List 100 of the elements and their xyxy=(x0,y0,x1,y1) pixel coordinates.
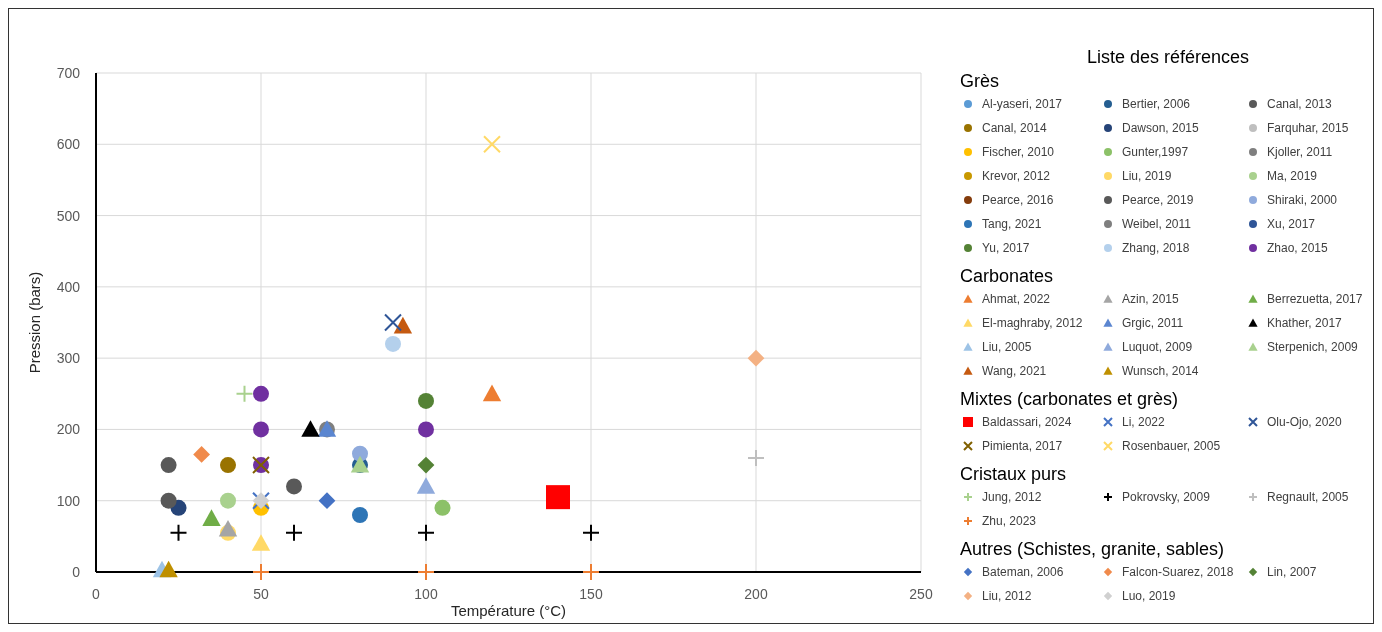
point xyxy=(582,523,600,542)
point xyxy=(285,523,303,542)
point xyxy=(253,385,269,402)
point xyxy=(220,457,236,474)
point xyxy=(352,445,368,462)
y-tick-label: 0 xyxy=(72,564,81,580)
point xyxy=(202,509,221,526)
legend-label: Wang, 2021 xyxy=(982,364,1047,378)
legend-label: Fischer, 2010 xyxy=(982,145,1055,159)
point xyxy=(416,477,436,494)
legend-label: Zhu, 2023 xyxy=(982,514,1037,528)
legend-label: Farquhar, 2015 xyxy=(1267,121,1349,135)
legend-title: Liste des références xyxy=(1086,47,1250,67)
point xyxy=(418,421,434,438)
legend-label: Berrezuetta, 2017 xyxy=(1267,292,1363,306)
legend-label: Pearce, 2016 xyxy=(982,193,1054,207)
legend-label: Luquot, 2009 xyxy=(1122,340,1193,354)
legend-label: Yu, 2017 xyxy=(982,241,1030,255)
legend-label: Bertier, 2006 xyxy=(1122,97,1191,111)
y-tick-label: 100 xyxy=(56,492,81,509)
x-axis-title: Température (°C) xyxy=(450,602,567,619)
y-tick-label: 600 xyxy=(56,136,81,153)
y-tick-label: 700 xyxy=(56,65,81,81)
x-tick-label: 0 xyxy=(92,586,101,602)
text: Autres (Schistes, granite, sables) xyxy=(960,539,1225,559)
legend-label: Baldassari, 2024 xyxy=(982,415,1072,429)
point xyxy=(159,560,178,578)
x-tick-label: 250 xyxy=(909,586,933,602)
legend-label: Azin, 2015 xyxy=(1122,292,1180,306)
legend-label: Ma, 2019 xyxy=(1267,169,1318,183)
legend-label: Al-yaseri, 2017 xyxy=(982,97,1063,111)
legend-label: Luo, 2019 xyxy=(1122,589,1176,603)
legend-label: Liu, 2012 xyxy=(982,589,1032,603)
legend-label: Krevor, 2012 xyxy=(982,169,1051,183)
legend-label: Falcon-Suarez, 2018 xyxy=(1122,565,1234,579)
legend-label: Khather, 2017 xyxy=(1267,316,1343,330)
point xyxy=(546,485,570,510)
x-tick-label: 150 xyxy=(579,586,603,602)
point xyxy=(747,448,765,467)
legend-label: El-maghraby, 2012 xyxy=(982,316,1083,330)
legend-label: Olu-Ojo, 2020 xyxy=(1267,415,1343,429)
text: Grès xyxy=(960,71,1000,91)
y-tick-label: 400 xyxy=(56,278,81,295)
text: Mixtes (carbonates et grès) xyxy=(960,389,1179,409)
y-tick-label: 500 xyxy=(56,207,81,224)
point xyxy=(385,335,401,352)
legend-label: Liu, 2005 xyxy=(982,340,1032,354)
point xyxy=(218,520,238,537)
point xyxy=(301,420,320,437)
point xyxy=(252,563,270,581)
legend-label: Pokrovsky, 2009 xyxy=(1122,490,1211,504)
legend-label: Weibel, 2011 xyxy=(1122,217,1192,231)
point xyxy=(747,349,765,367)
x-tick-label: 100 xyxy=(414,586,438,602)
legend-label: Jung, 2012 xyxy=(982,490,1042,504)
legend-label: Shiraki, 2000 xyxy=(1267,193,1338,207)
point xyxy=(483,135,501,154)
legend-label: Zhang, 2018 xyxy=(1122,241,1190,255)
point xyxy=(160,492,177,509)
point xyxy=(251,534,271,551)
point xyxy=(160,457,177,474)
legend-label: Liu, 2019 xyxy=(1122,169,1172,183)
point xyxy=(417,523,435,542)
text: Carbonates xyxy=(960,266,1054,286)
point xyxy=(417,456,435,474)
y-tick-label: 300 xyxy=(56,350,81,367)
legend-label: Pimienta, 2017 xyxy=(982,439,1063,453)
legend-label: Lin, 2007 xyxy=(1267,565,1317,579)
legend-label: Pearce, 2019 xyxy=(1122,193,1194,207)
x-tick-label: 200 xyxy=(744,586,768,602)
point xyxy=(482,384,502,402)
legend-label: Tang, 2021 xyxy=(982,217,1042,231)
legend-label: Canal, 2013 xyxy=(1267,97,1333,111)
point xyxy=(169,523,188,542)
legend-label: Ahmat, 2022 xyxy=(982,292,1051,306)
point xyxy=(193,445,210,463)
legend-label: Kjoller, 2011 xyxy=(1267,145,1333,159)
legend-label: Zhao, 2015 xyxy=(1267,241,1329,255)
legend-label: Dawson, 2015 xyxy=(1122,121,1200,135)
y-axis-title: Pression (bars) xyxy=(26,271,43,374)
legend-label: Regnault, 2005 xyxy=(1267,490,1349,504)
point xyxy=(318,492,336,510)
point xyxy=(434,499,451,516)
point xyxy=(384,313,402,332)
legend-label: Li, 2022 xyxy=(1122,415,1166,429)
point xyxy=(417,563,435,581)
point xyxy=(418,392,434,409)
legend-label: Bateman, 2006 xyxy=(982,565,1064,579)
legend-label: Wunsch, 2014 xyxy=(1122,364,1199,378)
legend-label: Rosenbauer, 2005 xyxy=(1122,439,1221,453)
legend-label: Canal, 2014 xyxy=(982,121,1048,135)
y-tick-label: 200 xyxy=(56,421,81,438)
point xyxy=(393,316,413,334)
point xyxy=(352,506,368,523)
point xyxy=(253,421,269,438)
legend-label: Grgic, 2011 xyxy=(1122,316,1184,330)
legend-label: Xu, 2017 xyxy=(1267,217,1316,231)
text: Cristaux purs xyxy=(960,464,1067,484)
point xyxy=(286,478,302,495)
point xyxy=(220,492,236,509)
